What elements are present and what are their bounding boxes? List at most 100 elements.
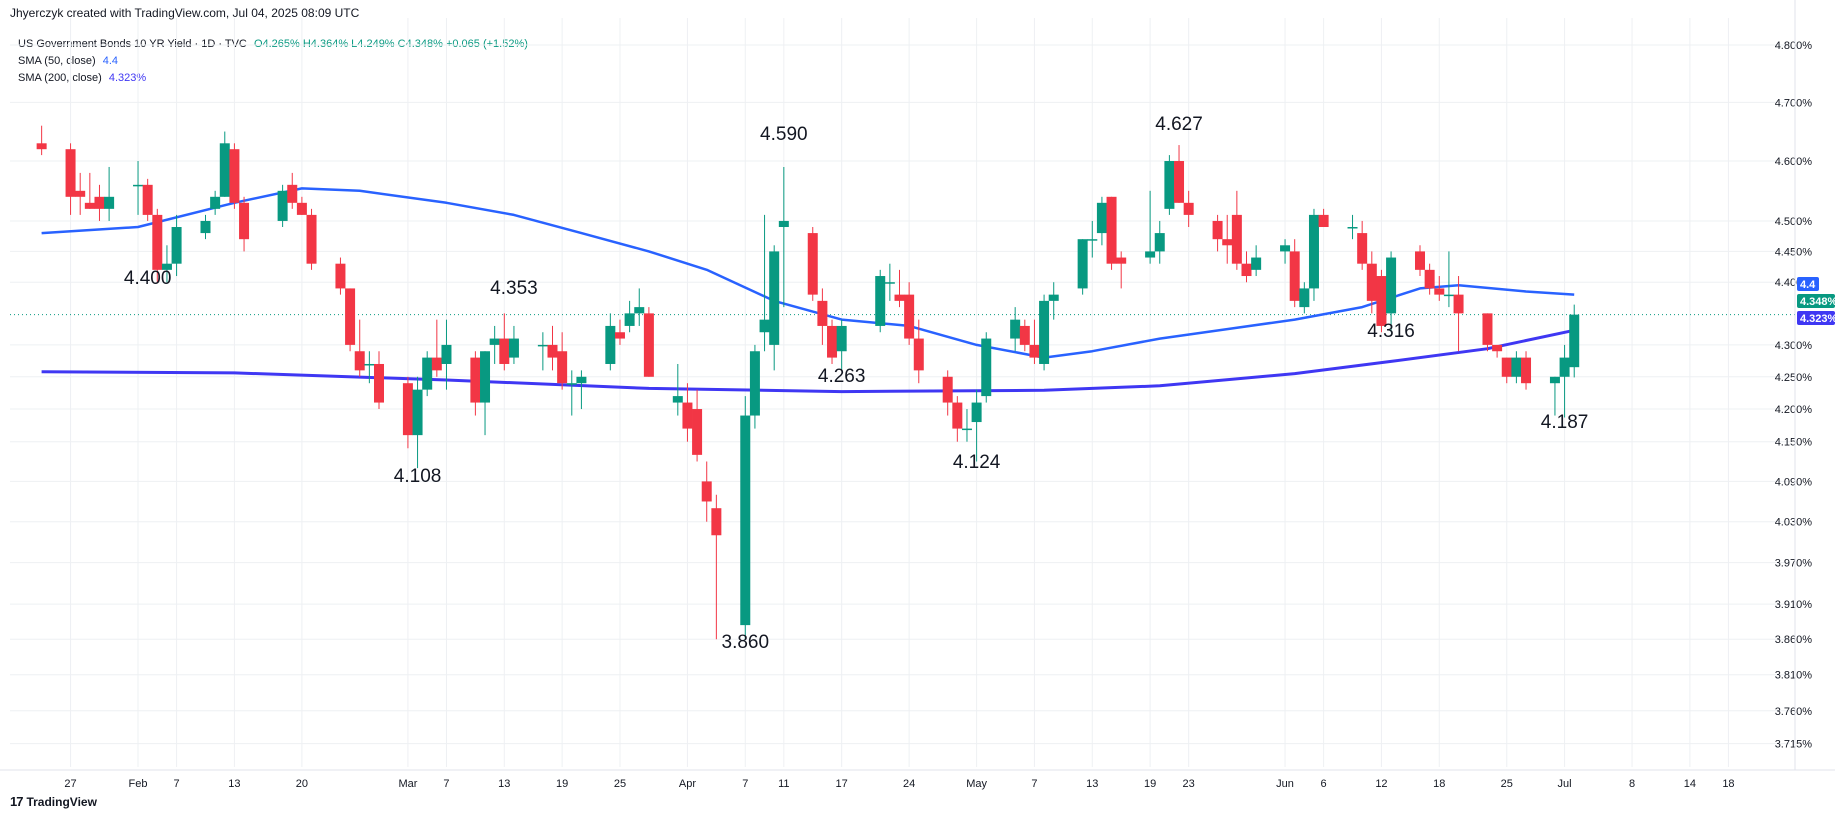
x-tick-label: 23 [1183, 778, 1195, 790]
x-tick-label: 7 [742, 778, 748, 790]
candle-body [210, 196, 221, 209]
candle-body [335, 263, 346, 289]
candle [171, 214, 182, 277]
candle-body [1183, 202, 1194, 215]
candle-body [1299, 288, 1310, 308]
candle-body [36, 143, 47, 150]
candle [1106, 196, 1117, 270]
x-tick-label: 13 [498, 778, 510, 790]
candle-body [769, 251, 780, 345]
y-tick-label: 4.600% [1775, 156, 1813, 168]
candle [1289, 239, 1300, 308]
y-tick-label: 3.970% [1775, 558, 1813, 570]
price-tag-label: 4.348% [1800, 296, 1835, 308]
candle-body [171, 227, 182, 264]
candle-body [277, 190, 288, 221]
candle [152, 208, 163, 283]
x-tick-label: 25 [1501, 778, 1513, 790]
candle-body [807, 233, 818, 295]
candle-body [1116, 257, 1127, 264]
candle [557, 332, 568, 390]
candle-body [1424, 269, 1435, 289]
candle [875, 269, 886, 333]
candle-body [431, 357, 442, 371]
candle [807, 227, 818, 301]
candle [1183, 190, 1194, 228]
candle-body [142, 184, 153, 215]
x-tick-label: 7 [443, 778, 449, 790]
candle [1549, 376, 1560, 416]
candle [1077, 239, 1088, 295]
candle [778, 166, 789, 308]
candle-body [65, 149, 76, 197]
price-tag: 4.323% [1797, 311, 1835, 325]
candle-body [1347, 227, 1358, 229]
candle [672, 363, 683, 416]
candle-body [402, 383, 413, 436]
candle [200, 214, 211, 240]
candle [1501, 357, 1512, 384]
y-tick-label: 3.715% [1775, 739, 1813, 751]
candle-body [104, 196, 115, 209]
x-tick-label: 8 [1629, 778, 1635, 790]
x-tick-label: 13 [228, 778, 240, 790]
candle [1376, 269, 1387, 333]
candle [1453, 276, 1464, 352]
candle [1212, 214, 1223, 252]
candle-body [1492, 344, 1503, 352]
candle [1569, 304, 1580, 378]
candle [1251, 245, 1262, 277]
candle [142, 178, 153, 221]
candle-body [692, 409, 703, 455]
candle [749, 344, 760, 429]
candle-body [1174, 161, 1185, 203]
candle [84, 172, 95, 209]
y-tick-label: 4.150% [1775, 437, 1813, 449]
candle-body [1231, 214, 1242, 264]
candle [1357, 220, 1368, 270]
candle [952, 396, 963, 442]
y-tick-label: 4.250% [1775, 372, 1813, 384]
candle [904, 282, 915, 345]
candle-body [422, 357, 433, 390]
candle [692, 389, 703, 462]
author-line: Jhyerczyk created with TradingView.com, … [10, 6, 360, 20]
candle-body [942, 376, 953, 403]
annotation-label: 4.590 [760, 124, 808, 145]
candle [1087, 220, 1098, 258]
candle [374, 351, 384, 410]
candle-body [836, 325, 847, 352]
candle-body [894, 294, 905, 301]
candle-body [961, 428, 972, 431]
candle-body [1453, 294, 1464, 314]
candle [961, 409, 972, 442]
candle-body [1241, 263, 1252, 277]
candle [402, 376, 413, 449]
x-tick-label: 20 [296, 778, 308, 790]
candle-body [470, 357, 481, 403]
x-tick-label: 11 [778, 778, 789, 790]
candle-body [1415, 251, 1425, 270]
candle-body [354, 351, 365, 371]
candle [1096, 196, 1107, 246]
x-tick-label: 7 [174, 778, 180, 790]
candle-body [1501, 357, 1512, 377]
sma50-label: SMA (50, close) [18, 55, 96, 67]
candle [508, 325, 519, 364]
candle [1434, 276, 1445, 301]
candle [239, 196, 250, 252]
candle [1164, 155, 1175, 215]
annotation-label: 4.627 [1155, 114, 1203, 135]
x-tick-label: 19 [1144, 778, 1156, 790]
candle [364, 351, 375, 384]
candle-body [817, 300, 828, 326]
y-tick-label: 3.860% [1775, 634, 1813, 646]
price-tag-box [1797, 277, 1819, 291]
candle [412, 376, 423, 469]
tradingview-footer[interactable]: 17 TradingView [10, 794, 97, 809]
y-tick-label: 4.700% [1775, 97, 1813, 109]
candle [942, 370, 953, 416]
candle-body [566, 383, 577, 385]
x-tick-label: May [966, 778, 987, 790]
